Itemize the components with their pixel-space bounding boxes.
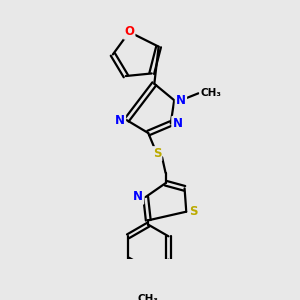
Text: N: N (176, 94, 186, 107)
Text: N: N (133, 190, 143, 203)
Text: O: O (124, 26, 134, 38)
Text: CH₃: CH₃ (200, 88, 221, 98)
Text: CH₃: CH₃ (138, 294, 159, 300)
Text: N: N (115, 114, 125, 127)
Text: S: S (153, 147, 161, 160)
Text: S: S (189, 205, 197, 218)
Text: N: N (172, 117, 182, 130)
